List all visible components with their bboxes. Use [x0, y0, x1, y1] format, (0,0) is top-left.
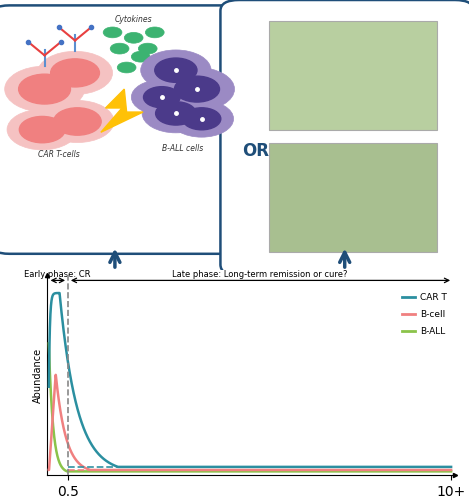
Text: Early phase: CR: Early phase: CR [24, 270, 91, 278]
Circle shape [131, 52, 150, 62]
Circle shape [38, 52, 113, 94]
Circle shape [19, 116, 65, 143]
Circle shape [41, 100, 114, 142]
Circle shape [138, 43, 157, 54]
Polygon shape [101, 89, 143, 132]
Circle shape [156, 102, 196, 125]
Circle shape [103, 27, 122, 38]
Circle shape [159, 68, 234, 110]
Circle shape [174, 76, 219, 102]
Circle shape [51, 59, 99, 87]
FancyBboxPatch shape [0, 6, 244, 254]
Circle shape [131, 80, 192, 115]
Circle shape [182, 108, 221, 130]
Text: Cytokines: Cytokines [115, 14, 152, 24]
Circle shape [110, 43, 129, 54]
Circle shape [142, 94, 210, 133]
Text: OR: OR [242, 142, 269, 160]
Circle shape [53, 108, 101, 135]
FancyBboxPatch shape [269, 142, 437, 252]
Circle shape [144, 86, 180, 108]
Circle shape [124, 32, 143, 43]
Text: B-ALL cells: B-ALL cells [162, 144, 204, 153]
Circle shape [5, 66, 84, 112]
Text: CAR T-cells: CAR T-cells [38, 150, 80, 158]
Circle shape [141, 50, 211, 90]
FancyBboxPatch shape [269, 21, 437, 130]
Text: Late phase: Long-term remission or cure?: Late phase: Long-term remission or cure? [172, 270, 347, 278]
Circle shape [155, 58, 197, 82]
Y-axis label: Abundance: Abundance [33, 348, 43, 403]
FancyBboxPatch shape [220, 0, 469, 276]
Circle shape [7, 110, 77, 150]
Circle shape [170, 100, 234, 137]
Circle shape [19, 74, 70, 104]
Circle shape [145, 27, 164, 38]
Circle shape [117, 62, 136, 73]
Legend: CAR T, B-cell, B-ALL: CAR T, B-cell, B-ALL [398, 290, 450, 340]
